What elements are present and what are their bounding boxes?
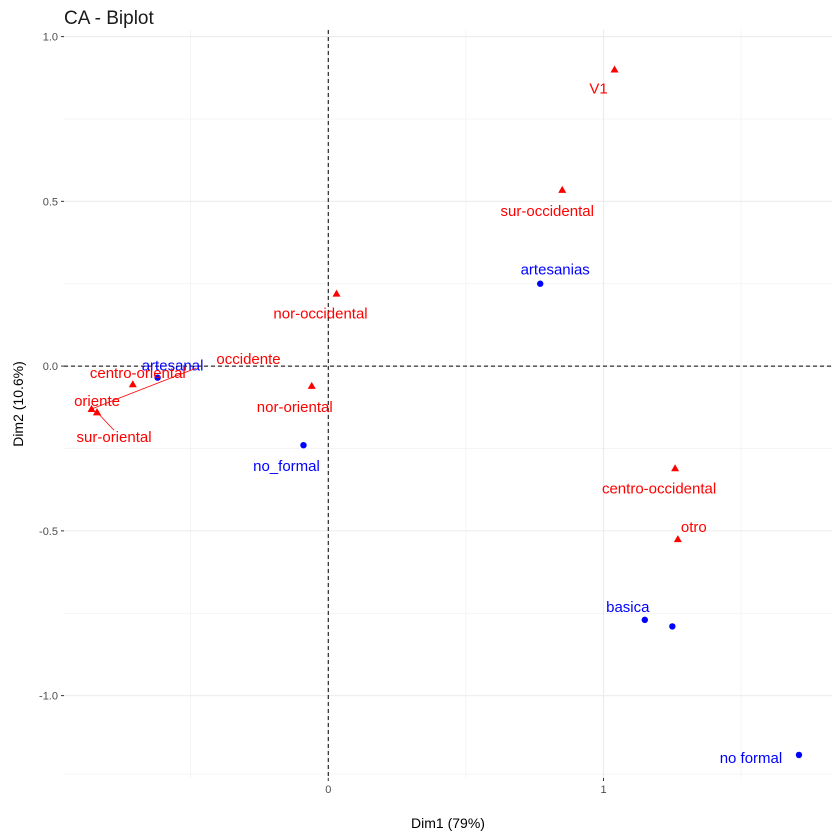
- axis-ticks: 0 1 1.0 0.5 0.0 -0.5 -1.0: [39, 32, 607, 796]
- y-tick-label: 1.0: [43, 32, 58, 44]
- data-label: no_formal: [253, 458, 320, 475]
- data-label: otro: [681, 519, 707, 536]
- data-point-circle: [154, 374, 161, 381]
- data-point-triangle: [87, 404, 96, 412]
- data-point-triangle: [128, 380, 137, 388]
- data-point-triangle: [558, 185, 567, 193]
- x-tick-label: 1: [600, 784, 606, 796]
- data-label: no formal: [720, 750, 783, 767]
- grid-lines: [64, 30, 832, 778]
- label-leader-line: [91, 367, 197, 410]
- data-point-triangle: [671, 464, 680, 472]
- data-label: centro-occidental: [602, 480, 716, 497]
- x-axis-title: Dim1 (79%): [411, 815, 485, 831]
- y-tick-label: 0.0: [43, 361, 58, 373]
- axis-titles: Dim1 (79%) Dim2 (10.6%): [10, 361, 485, 831]
- data-label: centro-oriental: [90, 365, 186, 382]
- data-label: sur-oriental: [77, 429, 152, 446]
- y-tick-label: -0.5: [39, 526, 58, 538]
- data-label: artesanias: [521, 262, 590, 279]
- data-label: oriente: [74, 393, 120, 410]
- data-point-triangle: [610, 65, 619, 73]
- data-label: occidente: [216, 351, 280, 368]
- data-label: sur-occidental: [501, 203, 594, 220]
- data-points: [87, 65, 803, 759]
- data-point-circle: [669, 623, 676, 630]
- reference-lines: [64, 30, 832, 778]
- data-label: V1: [589, 81, 607, 98]
- data-point-triangle: [93, 408, 102, 416]
- data-point-triangle: [332, 289, 341, 297]
- data-point-triangle: [307, 381, 316, 389]
- x-tick-label: 0: [325, 784, 331, 796]
- chart-title: CA - Biplot: [64, 8, 154, 29]
- data-point-circle: [641, 616, 649, 624]
- y-tick-label: 0.5: [43, 196, 58, 208]
- y-axis-title: Dim2 (10.6%): [10, 361, 26, 447]
- data-point-circle: [537, 280, 544, 287]
- data-point-triangle: [673, 535, 682, 543]
- data-label: nor-occidental: [273, 306, 367, 323]
- label-leader-line: [96, 411, 115, 431]
- data-label: artesanal: [142, 358, 204, 375]
- data-label: basica: [606, 599, 650, 616]
- data-label: nor-oriental: [257, 399, 333, 416]
- y-tick-label: -1.0: [39, 691, 58, 703]
- data-point-circle: [300, 441, 307, 449]
- data-point-circle: [795, 751, 803, 759]
